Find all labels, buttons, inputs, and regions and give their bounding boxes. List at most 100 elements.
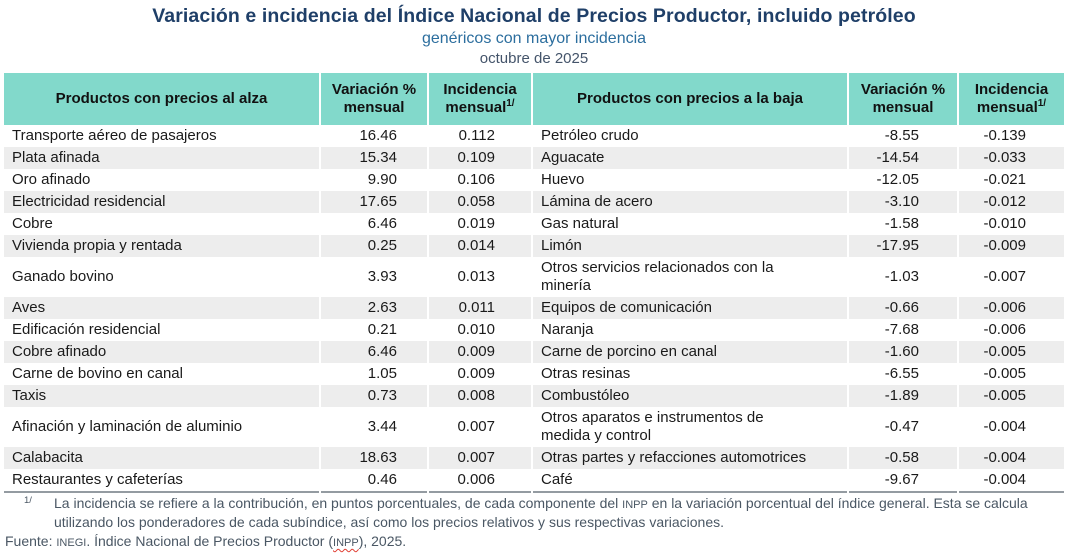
- incidence-up: 0.007: [427, 407, 532, 447]
- product-up: Cobre afinado: [12, 343, 107, 360]
- table-row: Ganado bovino 3.93 0.013 Otros servicios…: [4, 257, 1064, 297]
- product-up: Carne de bovino en canal: [12, 365, 183, 382]
- source-label: Fuente:: [5, 533, 57, 549]
- inpp-abbrev-spellcheck: INPP: [333, 537, 359, 549]
- variation-up: 18.63: [319, 447, 428, 469]
- header-incidence-down-label: Incidencia mensual: [974, 81, 1049, 116]
- variation-down: -1.89: [847, 385, 958, 407]
- variation-up: 15.34: [319, 147, 428, 169]
- footnote-marker: 1/: [4, 495, 54, 531]
- page-subtitle: genéricos con mayor incidencia: [421, 30, 647, 47]
- table-body: Transporte aéreo de pasajeros 16.46 0.11…: [4, 125, 1064, 492]
- incidence-up: 0.014: [427, 235, 532, 257]
- variation-down: -1.58: [847, 213, 958, 235]
- header-incidence-down: Incidencia mensual1/: [957, 73, 1064, 125]
- incidence-up: 0.010: [427, 319, 532, 341]
- variation-down: -9.67: [847, 469, 958, 492]
- footnote-text-part: en la variación porcentual del índice ge…: [54, 495, 1028, 530]
- header-incidence-up-label: Incidencia mensual: [443, 81, 517, 116]
- footnote-text: La incidencia se refiere a la contribuci…: [54, 495, 1064, 531]
- incidence-down: -0.010: [957, 213, 1064, 235]
- incidence-down: -0.005: [957, 385, 1064, 407]
- incidence-down: -0.012: [957, 191, 1064, 213]
- table-row: Transporte aéreo de pasajeros 16.46 0.11…: [4, 125, 1064, 147]
- table-row: Electricidad residencial 17.65 0.058 Lám…: [4, 191, 1064, 213]
- table-row: Oro afinado 9.90 0.106 Huevo -12.05 -0.0…: [4, 169, 1064, 191]
- product-down: Limón: [531, 235, 848, 257]
- product-up: Cobre: [12, 215, 53, 232]
- date-line: octubre de 2025: [479, 50, 589, 67]
- variation-up: 0.46: [319, 469, 428, 492]
- page-title: Variación e incidencia del Índice Nacion…: [152, 5, 916, 27]
- product-up: Electricidad residencial: [12, 193, 166, 210]
- header-products-down: Productos con precios a la baja: [531, 73, 848, 125]
- variation-up: 1.05: [319, 363, 428, 385]
- variation-down: -0.47: [847, 407, 958, 447]
- table-row: Afinación y laminación de aluminio 3.44 …: [4, 407, 1064, 447]
- incidence-up: 0.011: [427, 297, 532, 319]
- incidence-down: -0.005: [957, 341, 1064, 363]
- incidence-down: -0.004: [957, 447, 1064, 469]
- product-down: Otros aparatos e instrumentos de medida …: [531, 407, 848, 447]
- product-up: Restaurantes y cafeterías: [12, 471, 183, 488]
- incidence-down: -0.004: [957, 407, 1064, 447]
- table-row: Edificación residencial 0.21 0.010 Naran…: [4, 319, 1064, 341]
- variation-down: -0.58: [847, 447, 958, 469]
- product-up: Taxis: [12, 387, 47, 404]
- incidence-down: -0.139: [957, 125, 1064, 147]
- footnote-marker-sup: 1/: [24, 495, 32, 506]
- incidence-up: 0.009: [427, 341, 532, 363]
- variation-up: 6.46: [319, 341, 428, 363]
- variation-down: -1.60: [847, 341, 958, 363]
- incidence-down: -0.021: [957, 169, 1064, 191]
- title-block: Variación e incidencia del Índice Nacion…: [0, 0, 1068, 69]
- incidence-up: 0.109: [427, 147, 532, 169]
- source-text-part: ), 2025.: [358, 533, 407, 549]
- table-row: Vivienda propia y rentada 0.25 0.014 Lim…: [4, 235, 1064, 257]
- header-products-up: Productos con precios al alza: [4, 73, 320, 125]
- incidence-down: -0.007: [957, 257, 1064, 297]
- incidence-up: 0.106: [427, 169, 532, 191]
- variation-down: -6.55: [847, 363, 958, 385]
- table-header: Productos con precios al alza Variación …: [4, 73, 1064, 125]
- header-variation-up: Variación % mensual: [319, 73, 428, 125]
- table-row: Aves 2.63 0.011 Equipos de comunicación …: [4, 297, 1064, 319]
- header-variation-down: Variación % mensual: [847, 73, 958, 125]
- product-down: Otras partes y refacciones automotrices: [531, 447, 848, 469]
- product-down: Equipos de comunicación: [531, 297, 848, 319]
- footnote-text-part: La incidencia se refiere a la contribuci…: [54, 495, 623, 511]
- variation-up: 3.93: [319, 257, 428, 297]
- product-down: Café: [531, 469, 848, 492]
- table-row: Restaurantes y cafeterías 0.46 0.006 Caf…: [4, 469, 1064, 492]
- variation-up: 2.63: [319, 297, 428, 319]
- incidence-up: 0.006: [427, 469, 532, 492]
- variation-up: 0.21: [319, 319, 428, 341]
- inegi-abbrev: INEGI: [56, 537, 87, 549]
- product-down: Otras resinas: [531, 363, 848, 385]
- product-down: Combustóleo: [531, 385, 848, 407]
- incidence-up: 0.058: [427, 191, 532, 213]
- inpp-incidence-table: Productos con precios al alza Variación …: [4, 73, 1064, 493]
- incidence-down: -0.004: [957, 469, 1064, 492]
- product-down: Otros servicios relacionados con la mine…: [531, 257, 848, 297]
- footnote-ref: 1/: [506, 98, 515, 109]
- product-up: Edificación residencial: [12, 321, 161, 338]
- incidence-down: -0.033: [957, 147, 1064, 169]
- source-text-part: . Índice Nacional de Precios Productor (: [86, 533, 334, 549]
- product-up: Vivienda propia y rentada: [12, 237, 182, 254]
- header-incidence-up: Incidencia mensual1/: [427, 73, 532, 125]
- variation-up: 6.46: [319, 213, 428, 235]
- source-line: Fuente: INEGI. Índice Nacional de Precio…: [4, 532, 1064, 552]
- product-up: Transporte aéreo de pasajeros: [12, 127, 217, 144]
- variation-up: 0.73: [319, 385, 428, 407]
- variation-down: -14.54: [847, 147, 958, 169]
- incidence-up: 0.019: [427, 213, 532, 235]
- incidence-down: -0.009: [957, 235, 1064, 257]
- variation-down: -1.03: [847, 257, 958, 297]
- product-down: Huevo: [531, 169, 848, 191]
- table-row: Plata afinada 15.34 0.109 Aguacate -14.5…: [4, 147, 1064, 169]
- table-row: Cobre 6.46 0.019 Gas natural -1.58 -0.01…: [4, 213, 1064, 235]
- variation-up: 3.44: [319, 407, 428, 447]
- variation-up: 17.65: [319, 191, 428, 213]
- incidence-down: -0.006: [957, 319, 1064, 341]
